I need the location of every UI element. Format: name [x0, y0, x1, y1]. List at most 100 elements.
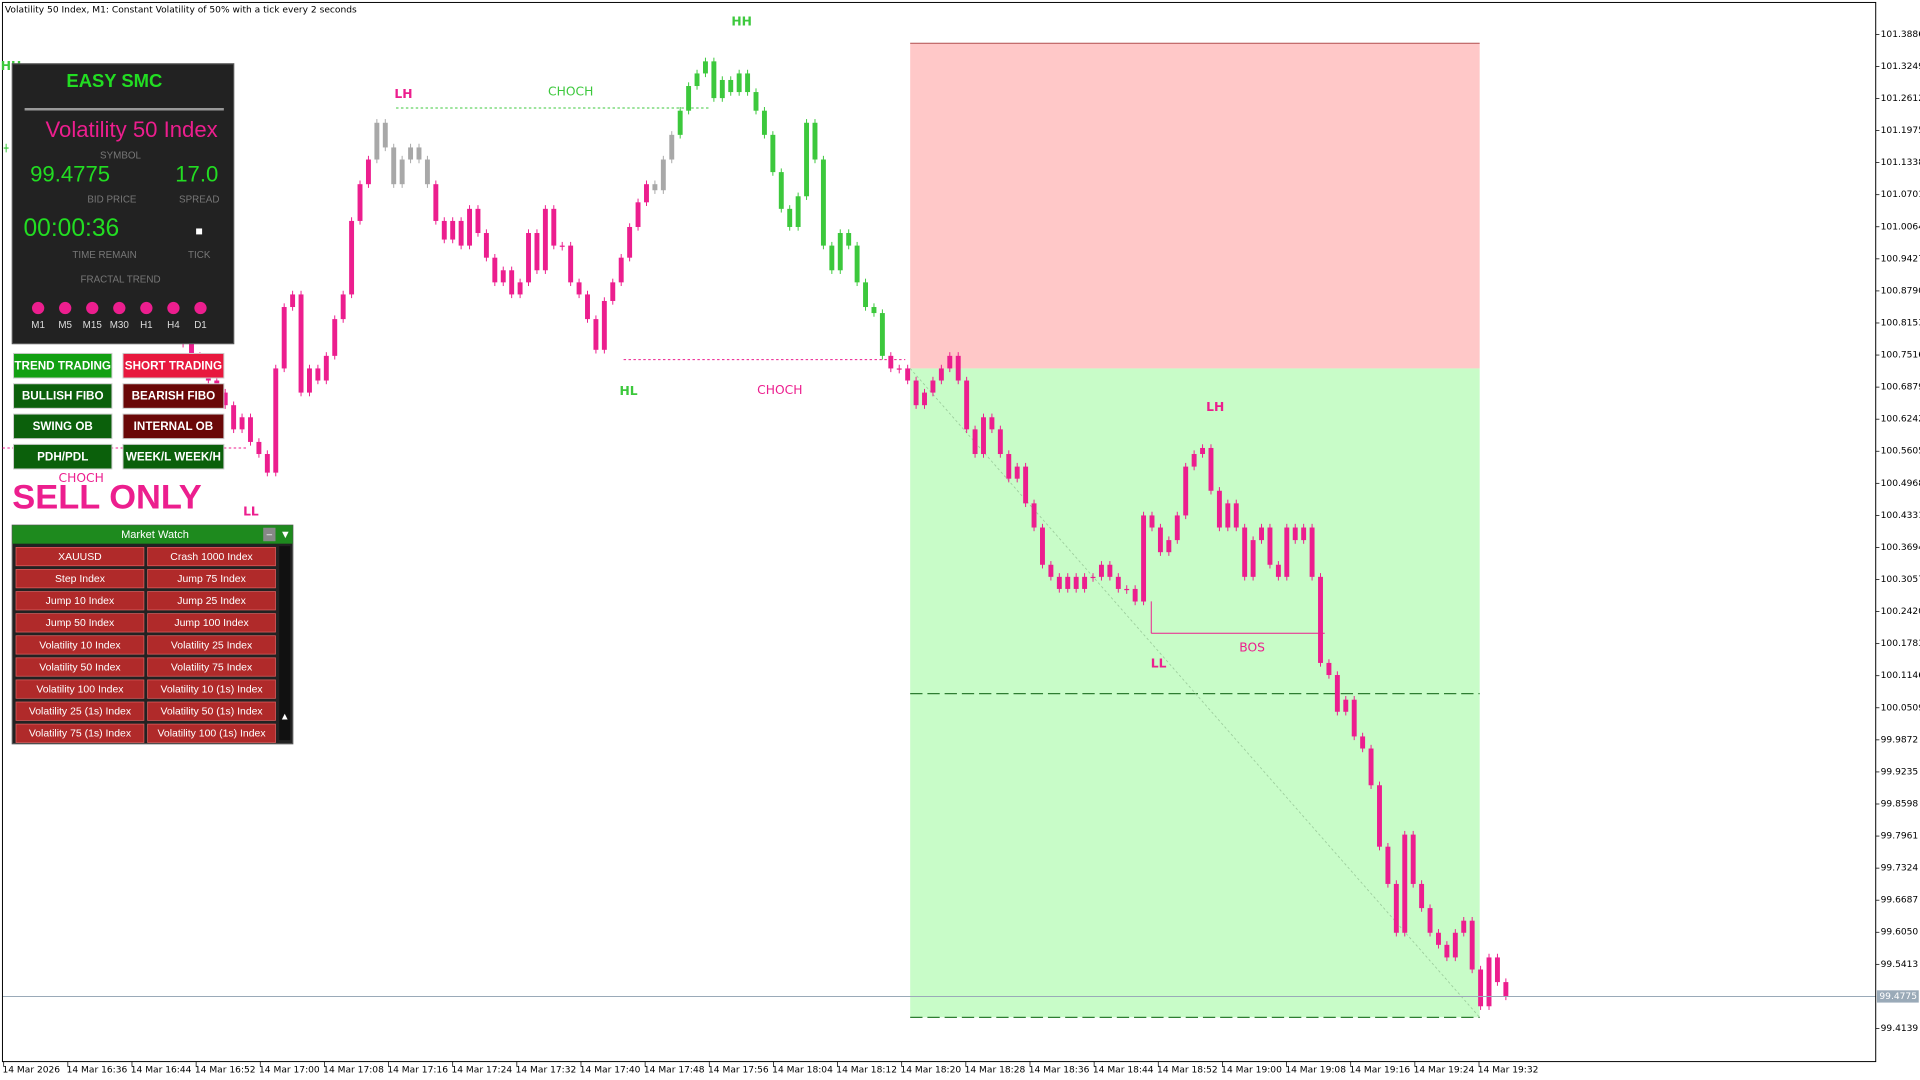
button-face[interactable]: [13, 413, 113, 440]
dashboard: EASY SMC Volatility 50 Index SYMBOL 99.4…: [11, 63, 235, 345]
button-label[interactable]: TREND TRADING: [14, 359, 111, 372]
symbol-label[interactable]: Volatility 10 Index: [39, 640, 121, 651]
label: TIME REMAIN: [72, 250, 136, 261]
symbol-button[interactable]: [15, 679, 145, 699]
y-tick-label: 99.8598: [1881, 799, 1919, 809]
symbol-button[interactable]: [147, 679, 276, 699]
y-tick-label: 100.8790: [1881, 286, 1920, 296]
button-label[interactable]: BULLISH FIBO: [22, 390, 104, 403]
chart: 101.3886 101.3249 101.2612 101.1975 101.1338…: [2, 30, 1920, 1076]
symbol-button[interactable]: [147, 546, 276, 567]
symbol-button[interactable]: [147, 569, 276, 589]
button-face[interactable]: [122, 413, 225, 440]
button-face[interactable]: [122, 443, 225, 470]
symbol-label[interactable]: Volatility 25 Index: [171, 640, 253, 651]
symbol-button[interactable]: [15, 723, 145, 743]
button-label[interactable]: SWING OB: [33, 420, 93, 433]
candle: [770, 134, 776, 173]
button-face[interactable]: [13, 443, 113, 470]
symbol-label[interactable]: Volatility 100 (1s) Index: [158, 729, 267, 740]
symbol-label[interactable]: Volatility 25 (1s) Index: [29, 707, 132, 718]
candle: [467, 208, 473, 246]
symbol-label[interactable]: Jump 75 Index: [177, 574, 246, 585]
symbol-button[interactable]: [147, 701, 276, 721]
y-tick-label: 100.6242: [1881, 415, 1920, 425]
button-label[interactable]: BEARISH FIBO: [132, 390, 216, 403]
toggle-button[interactable]: PDH/PDL: [13, 443, 113, 470]
toggle-button[interactable]: BEARISH FIBO: [122, 383, 225, 409]
symbol-button[interactable]: [15, 546, 145, 567]
candle: [1141, 515, 1147, 602]
candle: [340, 294, 346, 320]
candle: [837, 233, 843, 271]
symbol-button[interactable]: [15, 657, 145, 677]
y-tick-label: 100.6879: [1881, 383, 1920, 393]
symbol-label[interactable]: Jump 50 Index: [46, 618, 115, 629]
symbol-label[interactable]: Step Index: [55, 574, 106, 585]
candle: [517, 282, 523, 295]
symbol-label[interactable]: Volatility 75 Index: [171, 662, 253, 673]
symbol-button[interactable]: [147, 613, 276, 633]
button-face[interactable]: [13, 383, 113, 409]
x-tick-label: 14 Mar 17:08: [323, 1066, 384, 1076]
symbol-button[interactable]: [147, 591, 276, 611]
toggle-button[interactable]: BULLISH FIBO: [13, 383, 113, 409]
button-face[interactable]: [122, 383, 225, 409]
symbol-label[interactable]: Volatility 100 Index: [36, 684, 124, 695]
symbol-label[interactable]: Volatility 75 (1s) Index: [29, 729, 132, 740]
y-tick-label: 101.3249: [1881, 62, 1920, 72]
minimize-button[interactable]: [263, 527, 276, 542]
symbol-button[interactable]: [147, 723, 276, 743]
x-tick-label: 14 Mar 19:24: [1414, 1066, 1475, 1076]
candle: [1225, 503, 1231, 528]
symbol-label[interactable]: Crash 1000 Index: [170, 552, 253, 563]
symbol-label[interactable]: Volatility 10 (1s) Index: [160, 684, 263, 695]
button-label[interactable]: INTERNAL OB: [134, 420, 214, 433]
candle: [1149, 515, 1155, 528]
button-label[interactable]: SHORT TRADING: [125, 359, 222, 372]
symbol-label[interactable]: XAUUSD: [58, 552, 102, 563]
x-tick-label: 14 Mar 18:12: [836, 1066, 897, 1076]
toggle-button[interactable]: INTERNAL OB: [122, 413, 225, 440]
symbol-label[interactable]: Jump 25 Index: [177, 596, 246, 607]
button-face[interactable]: [122, 352, 225, 379]
symbol-button[interactable]: [15, 569, 145, 589]
candle: [1309, 527, 1315, 577]
scrollbar[interactable]: [279, 546, 291, 741]
toggle-button[interactable]: SWING OB: [13, 413, 113, 440]
candle: [981, 417, 986, 455]
button-label[interactable]: PDH/PDL: [37, 450, 88, 463]
symbol-label[interactable]: Jump 10 Index: [46, 596, 115, 607]
minimize-icon[interactable]: –: [267, 530, 273, 541]
candle: [1334, 675, 1340, 712]
symbol-label[interactable]: Volatility 50 Index: [39, 662, 121, 673]
symbol-button[interactable]: [15, 591, 145, 611]
trend-dot: [167, 301, 180, 315]
symbol-label[interactable]: Volatility 50 (1s) Index: [160, 707, 263, 718]
symbol-button[interactable]: [15, 635, 145, 655]
symbol-label[interactable]: Jump 100 Index: [174, 618, 249, 629]
candle: [1377, 785, 1382, 847]
symbol-button[interactable]: [147, 635, 276, 655]
symbol-button[interactable]: [15, 701, 145, 721]
x-tick-label: 14 Mar 16:44: [131, 1066, 192, 1076]
candle: [989, 417, 995, 430]
menu-icon[interactable]: ▼: [280, 529, 291, 541]
candle: [534, 233, 540, 271]
scroll-up[interactable]: ▲: [280, 711, 290, 722]
x-tick-label: 14 Mar 17:24: [451, 1066, 512, 1076]
toggle-button[interactable]: SHORT TRADING: [122, 352, 225, 379]
toggle-button[interactable]: TREND TRADING: [13, 352, 113, 379]
symbol-button[interactable]: [15, 613, 145, 633]
candle: [601, 300, 607, 350]
candle: [424, 159, 430, 185]
button-face[interactable]: [13, 352, 113, 379]
label: BID PRICE: [87, 195, 137, 206]
structure-label: CHOCH: [757, 383, 802, 397]
symbol-button[interactable]: [147, 657, 276, 677]
toggle-button[interactable]: WEEK/L WEEK/H: [122, 443, 225, 470]
candle: [1166, 540, 1172, 553]
button-label[interactable]: WEEK/L WEEK/H: [126, 450, 221, 463]
